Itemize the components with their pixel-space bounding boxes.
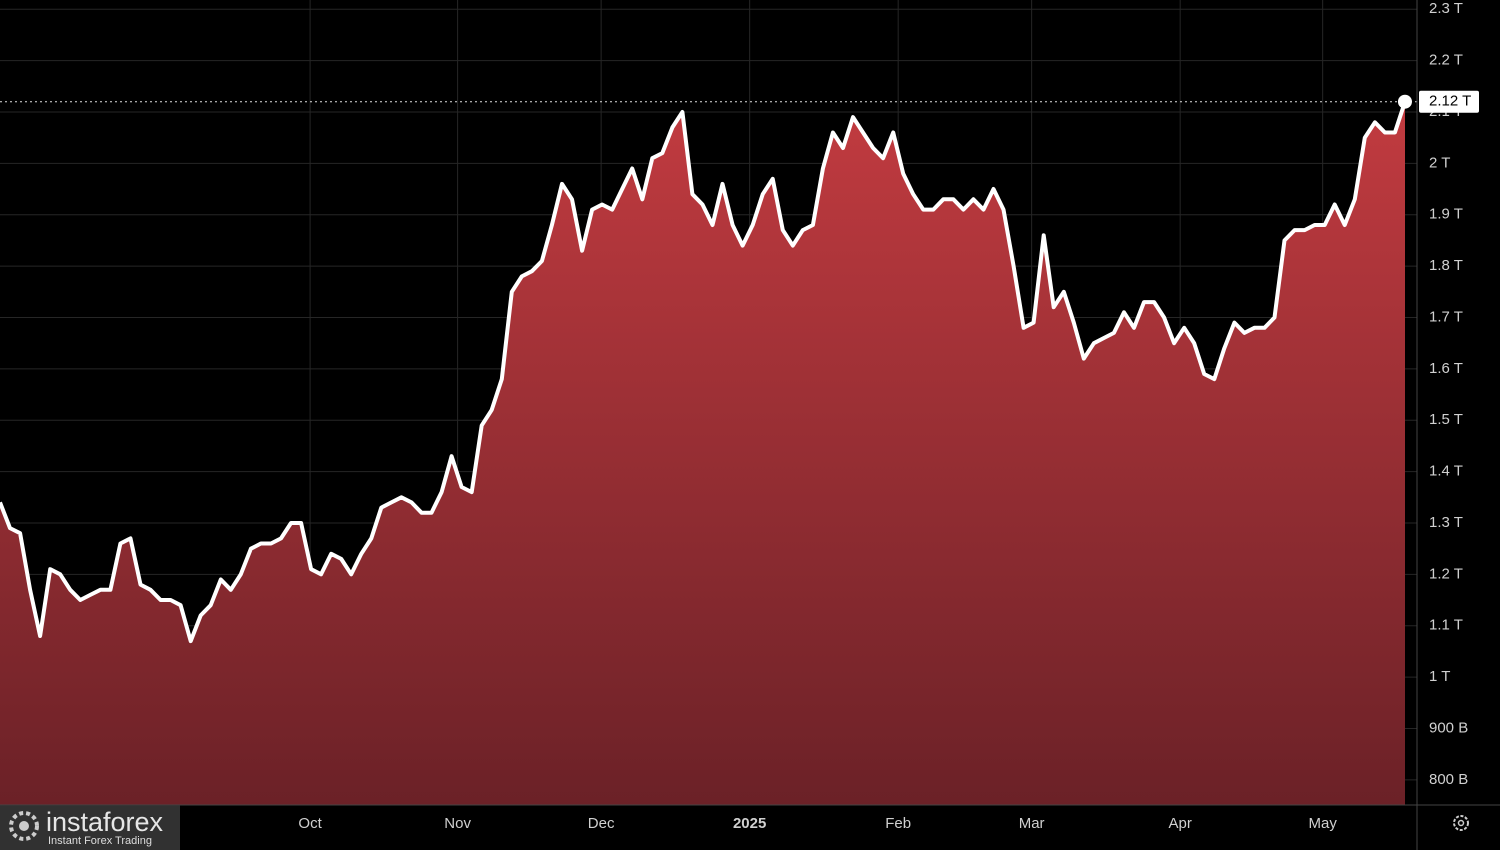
x-tick-label: Mar: [1019, 815, 1045, 832]
x-tick-label: Dec: [588, 815, 615, 832]
y-tick-label: 2.2 T: [1429, 52, 1463, 69]
x-tick-label: Oct: [298, 815, 322, 832]
logo-icon: [19, 821, 29, 831]
price-label-box: [1419, 90, 1479, 113]
settings-icon[interactable]: [1453, 815, 1469, 831]
y-tick-label: 1.1 T: [1429, 617, 1463, 634]
y-tick-label: 1.8 T: [1429, 257, 1463, 274]
watermark-tagline: Instant Forex Trading: [48, 835, 152, 847]
logo-icon: [9, 811, 39, 841]
y-tick-label: 1.2 T: [1429, 565, 1463, 582]
y-tick-label: 1.4 T: [1429, 463, 1463, 480]
x-tick-label: 2025: [733, 815, 766, 832]
price-label: 2.12 T: [1429, 93, 1471, 110]
last-point: [1397, 94, 1412, 109]
settings-button[interactable]: [1453, 815, 1469, 831]
y-tick-label: 2.3 T: [1429, 0, 1463, 17]
x-tick-label: Feb: [885, 815, 911, 832]
y-tick-label: 900 B: [1429, 719, 1468, 736]
y-tick-label: 1.5 T: [1429, 411, 1463, 428]
y-tick-label: 1.3 T: [1429, 514, 1463, 531]
settings-icon[interactable]: [1457, 819, 1465, 827]
x-tick-label: Nov: [444, 815, 471, 832]
y-tick-label: 1 T: [1429, 668, 1450, 685]
y-tick-label: 1.7 T: [1429, 308, 1463, 325]
x-tick-label: Apr: [1168, 815, 1191, 832]
y-tick-label: 1.6 T: [1429, 360, 1463, 377]
x-tick-label: May: [1308, 815, 1337, 832]
watermark-name: instaforex: [46, 807, 164, 837]
price-line: [0, 101, 1407, 644]
y-tick-label: 800 B: [1429, 771, 1468, 788]
y-tick-label: 1.9 T: [1429, 206, 1463, 223]
y-tick-label: 2 T: [1429, 154, 1450, 171]
area-fill: [0, 101, 1405, 805]
watermark: instaforex Instant Forex Trading: [0, 805, 180, 850]
